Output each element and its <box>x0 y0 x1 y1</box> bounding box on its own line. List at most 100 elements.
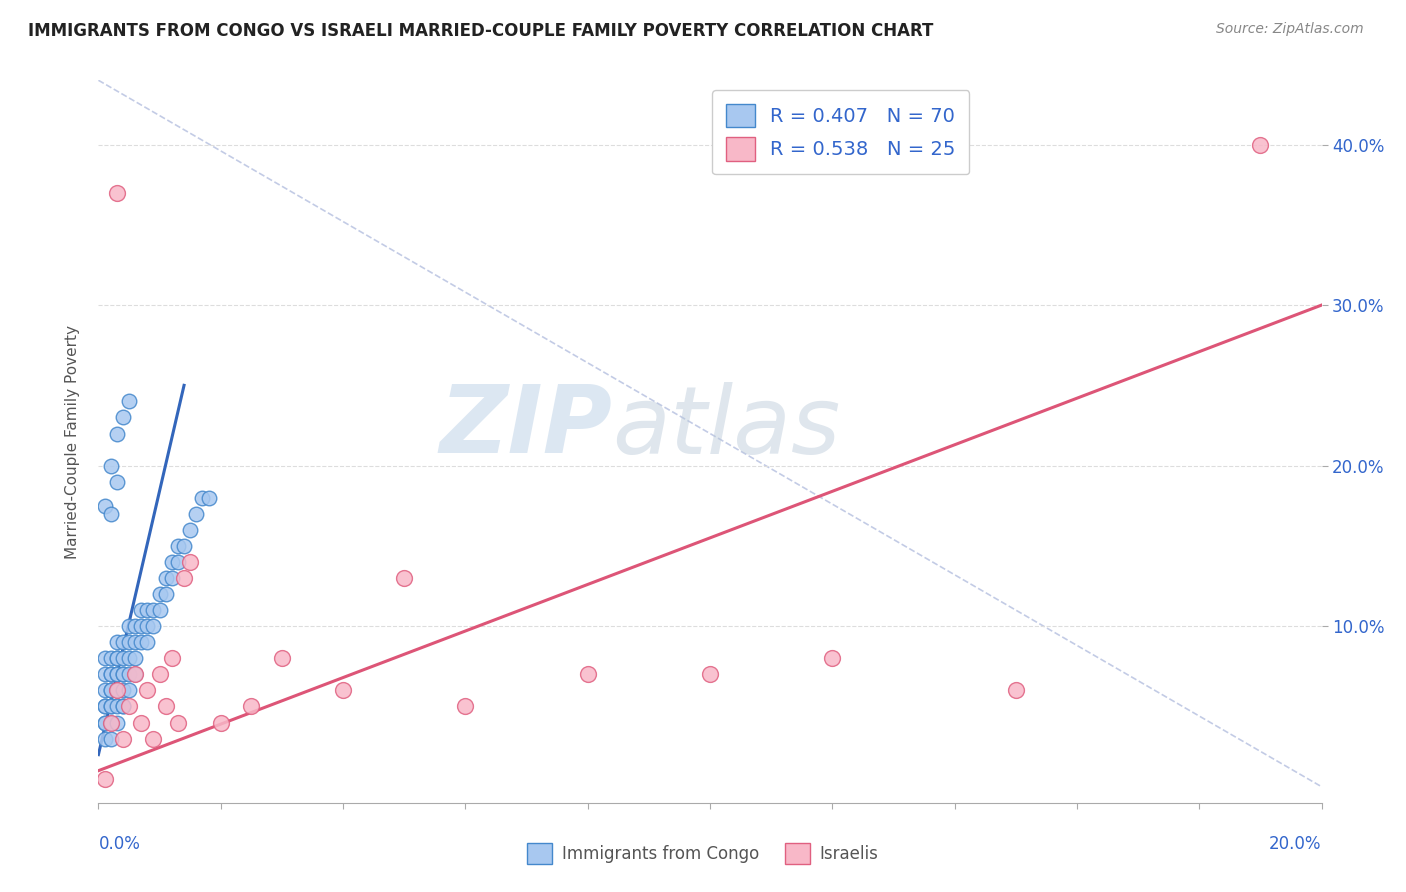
Text: IMMIGRANTS FROM CONGO VS ISRAELI MARRIED-COUPLE FAMILY POVERTY CORRELATION CHART: IMMIGRANTS FROM CONGO VS ISRAELI MARRIED… <box>28 22 934 40</box>
Point <box>160 571 183 585</box>
Point <box>191 491 214 505</box>
Point <box>270 651 292 665</box>
Legend: Immigrants from Congo, Israelis: Immigrants from Congo, Israelis <box>520 837 886 871</box>
Point <box>111 699 134 714</box>
Point <box>111 731 134 746</box>
Point <box>124 635 146 649</box>
Point <box>136 619 159 633</box>
Point <box>179 523 201 537</box>
Point <box>105 667 128 681</box>
Point <box>100 683 122 698</box>
Point <box>100 731 122 746</box>
Point <box>118 394 141 409</box>
Point <box>93 651 115 665</box>
Point <box>118 635 141 649</box>
Point <box>332 683 354 698</box>
Point <box>149 587 172 601</box>
Point <box>173 539 195 553</box>
Point <box>576 667 599 681</box>
Text: 20.0%: 20.0% <box>1270 835 1322 854</box>
Point <box>149 667 172 681</box>
Point <box>129 603 152 617</box>
Point <box>105 651 128 665</box>
Legend: R = 0.407   N = 70, R = 0.538   N = 25: R = 0.407 N = 70, R = 0.538 N = 25 <box>711 90 969 175</box>
Point <box>124 651 146 665</box>
Point <box>111 410 134 425</box>
Point <box>155 571 177 585</box>
Point <box>105 699 128 714</box>
Point <box>240 699 263 714</box>
Point <box>155 587 177 601</box>
Point <box>105 426 128 441</box>
Point <box>197 491 219 505</box>
Y-axis label: Married-Couple Family Poverty: Married-Couple Family Poverty <box>65 325 80 558</box>
Point <box>100 715 122 730</box>
Point <box>105 651 128 665</box>
Point <box>167 539 190 553</box>
Point <box>111 635 134 649</box>
Point <box>186 507 208 521</box>
Point <box>105 475 128 489</box>
Text: Source: ZipAtlas.com: Source: ZipAtlas.com <box>1216 22 1364 37</box>
Point <box>105 186 128 200</box>
Point <box>111 651 134 665</box>
Point <box>699 667 721 681</box>
Point <box>93 715 115 730</box>
Point <box>93 715 115 730</box>
Point <box>100 667 122 681</box>
Point <box>105 683 128 698</box>
Point <box>124 667 146 681</box>
Point <box>1004 683 1026 698</box>
Point <box>111 699 134 714</box>
Point <box>160 651 183 665</box>
Point <box>118 699 141 714</box>
Point <box>100 715 122 730</box>
Point <box>111 683 134 698</box>
Point <box>93 699 115 714</box>
Point <box>124 619 146 633</box>
Point <box>105 635 128 649</box>
Point <box>93 683 115 698</box>
Point <box>129 619 152 633</box>
Point <box>100 507 122 521</box>
Point <box>136 635 159 649</box>
Point <box>100 651 122 665</box>
Point <box>105 715 128 730</box>
Point <box>209 715 232 730</box>
Point <box>111 667 134 681</box>
Point <box>392 571 416 585</box>
Point <box>93 772 115 786</box>
Point <box>142 731 165 746</box>
Point <box>160 555 183 569</box>
Point <box>111 667 134 681</box>
Point <box>118 683 141 698</box>
Point <box>142 603 165 617</box>
Point <box>129 715 152 730</box>
Point <box>93 499 115 513</box>
Point <box>167 555 190 569</box>
Point <box>173 571 195 585</box>
Point <box>105 683 128 698</box>
Point <box>179 555 201 569</box>
Point <box>118 619 141 633</box>
Point <box>100 699 122 714</box>
Point <box>155 699 177 714</box>
Point <box>118 651 141 665</box>
Point <box>93 731 115 746</box>
Point <box>100 699 122 714</box>
Point <box>93 667 115 681</box>
Point <box>142 619 165 633</box>
Point <box>1249 137 1271 152</box>
Point <box>118 667 141 681</box>
Text: 0.0%: 0.0% <box>98 835 141 854</box>
Point <box>100 667 122 681</box>
Point <box>129 635 152 649</box>
Text: atlas: atlas <box>612 382 841 473</box>
Point <box>100 458 122 473</box>
Text: ZIP: ZIP <box>439 381 612 473</box>
Point <box>136 683 159 698</box>
Point <box>105 683 128 698</box>
Point <box>124 667 146 681</box>
Point <box>136 603 159 617</box>
Point <box>93 699 115 714</box>
